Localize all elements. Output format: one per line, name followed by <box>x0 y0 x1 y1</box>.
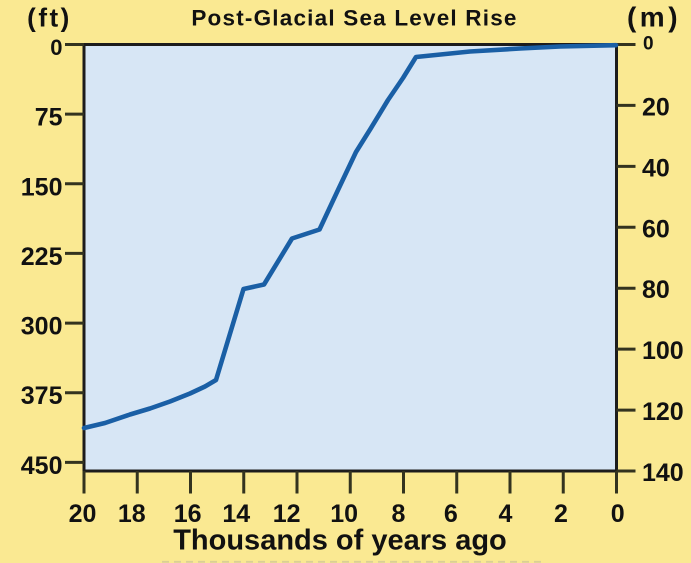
svg-text:10: 10 <box>330 500 358 528</box>
svg-text:4: 4 <box>499 500 513 528</box>
svg-text:150: 150 <box>21 173 63 201</box>
svg-text:120: 120 <box>642 398 684 426</box>
svg-text:12: 12 <box>273 500 301 528</box>
svg-text:18: 18 <box>118 500 146 528</box>
svg-text:75: 75 <box>35 104 63 132</box>
svg-text:300: 300 <box>21 313 63 341</box>
svg-text:Thousands of years ago: Thousands of years ago <box>173 525 507 557</box>
svg-text:80: 80 <box>642 276 670 304</box>
svg-text:2: 2 <box>554 500 568 528</box>
svg-text:0: 0 <box>611 500 625 528</box>
svg-text:225: 225 <box>21 243 63 271</box>
svg-text:140: 140 <box>642 459 684 487</box>
svg-text:8: 8 <box>392 500 406 528</box>
svg-text:450: 450 <box>21 452 63 480</box>
svg-text:14: 14 <box>222 500 250 528</box>
svg-text:6: 6 <box>444 500 458 528</box>
svg-text:375: 375 <box>21 382 63 410</box>
svg-text:(m): (m) <box>627 2 681 33</box>
svg-text:20: 20 <box>642 93 670 121</box>
svg-text:0: 0 <box>643 34 654 55</box>
svg-text:40: 40 <box>642 154 670 182</box>
svg-text:100: 100 <box>642 337 684 365</box>
svg-text:(ft): (ft) <box>27 3 72 33</box>
svg-text:60: 60 <box>642 215 670 243</box>
svg-text:0: 0 <box>50 35 62 60</box>
svg-text:20: 20 <box>69 500 97 528</box>
svg-text:Post-Glacial Sea Level Rise: Post-Glacial Sea Level Rise <box>191 6 517 31</box>
svg-text:16: 16 <box>174 500 202 528</box>
